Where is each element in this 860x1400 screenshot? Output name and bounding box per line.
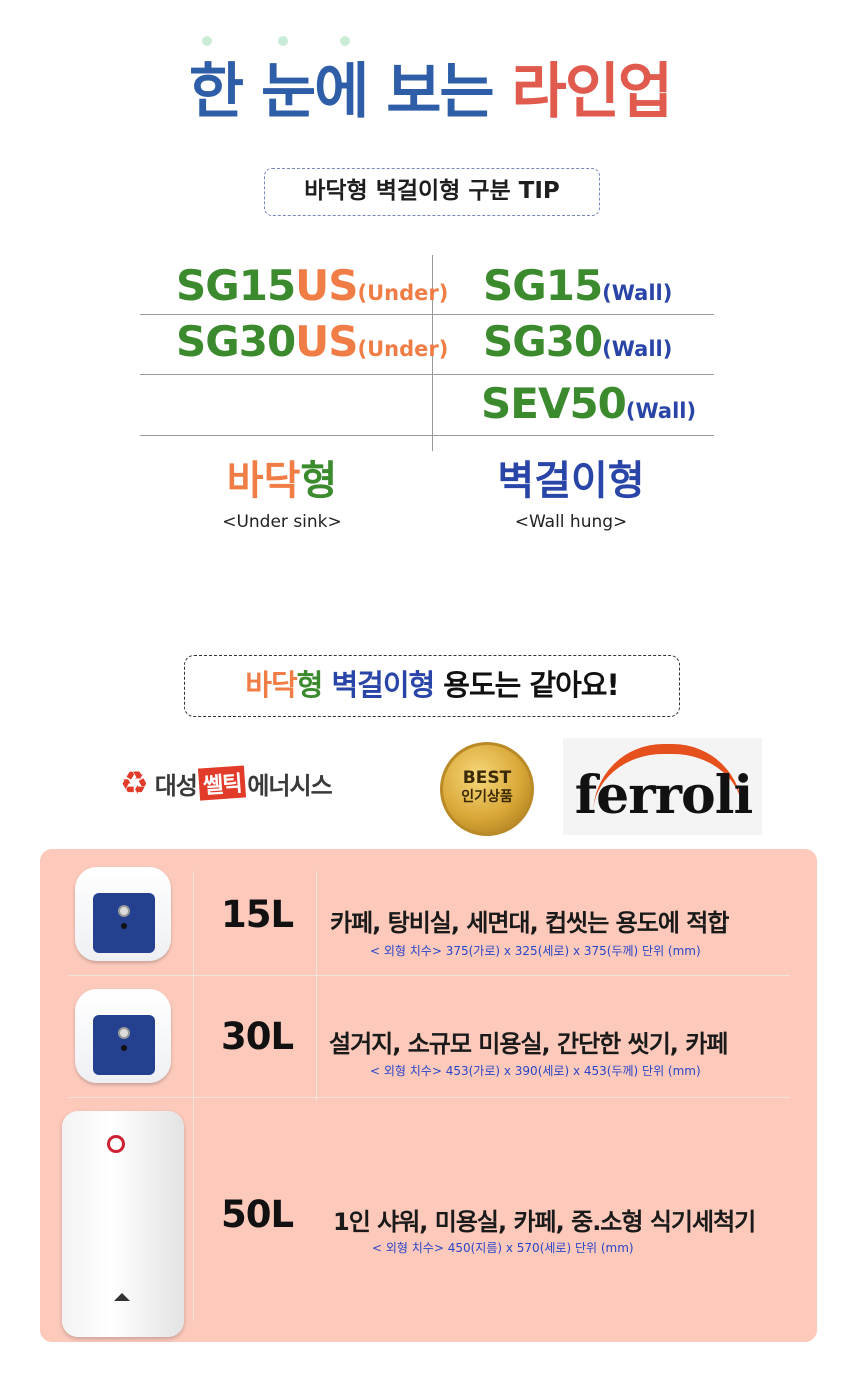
dot (202, 36, 212, 46)
capacity-label: 15L (220, 893, 294, 936)
capacity-label: 30L (220, 1015, 294, 1058)
heater-15l-image (75, 867, 171, 961)
model-tag: (Under) (357, 281, 449, 305)
model-sev50: SEV50(Wall) (481, 379, 696, 436)
type-under-part: 바닥 (226, 458, 301, 504)
grid-divider (140, 374, 714, 375)
notice-part: 형 (296, 668, 324, 702)
capacity-label: 50L (220, 1193, 294, 1236)
gauge-icon (107, 1135, 125, 1153)
row-divider (68, 1097, 790, 1098)
notice-part: 바닥 (245, 668, 297, 702)
grid-divider (140, 435, 714, 436)
title-highlight: 라인업 (511, 57, 674, 127)
column-divider (193, 871, 194, 1321)
type-under-sub: <Under sink> (222, 512, 342, 532)
recycle-icon: ♻ (120, 764, 149, 802)
lineup-panel: 15L 카페, 탕비실, 세면대, 컵씻는 용도에 적합 < 외형 치수> 37… (40, 849, 817, 1342)
model-base: SG15 (483, 261, 603, 310)
model-sg15: SG15(Wall) (483, 261, 672, 318)
grid-divider (140, 314, 714, 315)
logo-text: 대성 (154, 771, 198, 800)
model-base: SG30 (483, 317, 603, 366)
grid-divider-vertical (432, 255, 433, 451)
page-title: 한 눈에 보는 라인업 (0, 52, 860, 132)
model-tag: (Wall) (625, 399, 697, 423)
model-base: SEV50 (481, 379, 627, 428)
title-main: 한 눈에 보는 (188, 57, 495, 127)
heater-front-panel (93, 893, 155, 953)
knob-icon (118, 1027, 130, 1039)
column-divider (316, 871, 317, 1101)
usage-notice: 바닥형 벽걸이형 용도는 같아요! (184, 655, 680, 717)
notice-part: 벽걸이형 (331, 668, 435, 702)
indicator-icon (121, 1045, 127, 1051)
dimension-text: < 외형 치수> 375(가로) x 325(세로) x 375(두께) 단위 … (370, 944, 701, 958)
heater-50l-image (62, 1111, 184, 1337)
row-divider (68, 975, 790, 976)
title-dots (202, 36, 362, 48)
model-base: SG15 (176, 261, 296, 310)
badge-title: BEST (462, 768, 512, 788)
heater-30l-image (75, 989, 171, 1083)
indicator-icon (121, 923, 127, 929)
model-sg30: SG30(Wall) (483, 317, 672, 374)
dimension-text: < 외형 치수> 453(가로) x 390(세로) x 453(두께) 단위 … (370, 1064, 701, 1078)
usage-text: 설거지, 소규모 미용실, 간단한 씻기, 카페 (329, 1030, 728, 1058)
model-base: SG30 (176, 317, 296, 366)
type-under-label: 바닥형 (162, 456, 402, 506)
logo-text: ferroli (574, 765, 753, 826)
model-sg15us: SG15US(Under) (176, 261, 448, 318)
model-tag: (Under) (357, 337, 449, 361)
usage-text: 1인 샤워, 미용실, 카페, 중.소형 식기세척기 (333, 1208, 756, 1236)
type-wall-label: 벽걸이형 (497, 458, 645, 504)
model-tag: (Wall) (602, 281, 673, 305)
dot (340, 36, 350, 46)
tip-label-box: 바닥형 벽걸이형 구분 TIP (264, 168, 600, 216)
model-suffix: US (295, 261, 358, 310)
type-wall-sub: <Wall hung> (514, 512, 628, 532)
model-sg30us: SG30US(Under) (176, 317, 448, 374)
logo-text: 쎌틱 (197, 765, 247, 801)
model-grid: SG15US(Under) SG30US(Under) SG15(Wall) S… (140, 255, 714, 455)
model-tag: (Wall) (602, 337, 673, 361)
flame-arc-icon (593, 744, 743, 814)
model-suffix: US (295, 317, 358, 366)
badge-subtitle: 인기상품 (461, 789, 513, 805)
notice-part: 용도는 같아요! (443, 668, 619, 702)
knob-icon (118, 905, 130, 917)
usage-text: 카페, 탕비실, 세면대, 컵씻는 용도에 적합 (330, 909, 729, 937)
heater-front-panel (93, 1015, 155, 1075)
type-under-part: 형 (300, 458, 338, 504)
dot (278, 36, 288, 46)
best-badge: BEST 인기상품 (440, 742, 534, 836)
emblem-icon (114, 1291, 130, 1301)
daesung-logo: ♻ 대성 쎌틱 에너시스 (120, 762, 420, 804)
logo-text: 에너시스 (247, 771, 332, 800)
ferroli-logo: ferroli (563, 738, 762, 835)
dimension-text: < 외형 치수> 450(지름) x 570(세로) 단위 (mm) (372, 1241, 634, 1255)
